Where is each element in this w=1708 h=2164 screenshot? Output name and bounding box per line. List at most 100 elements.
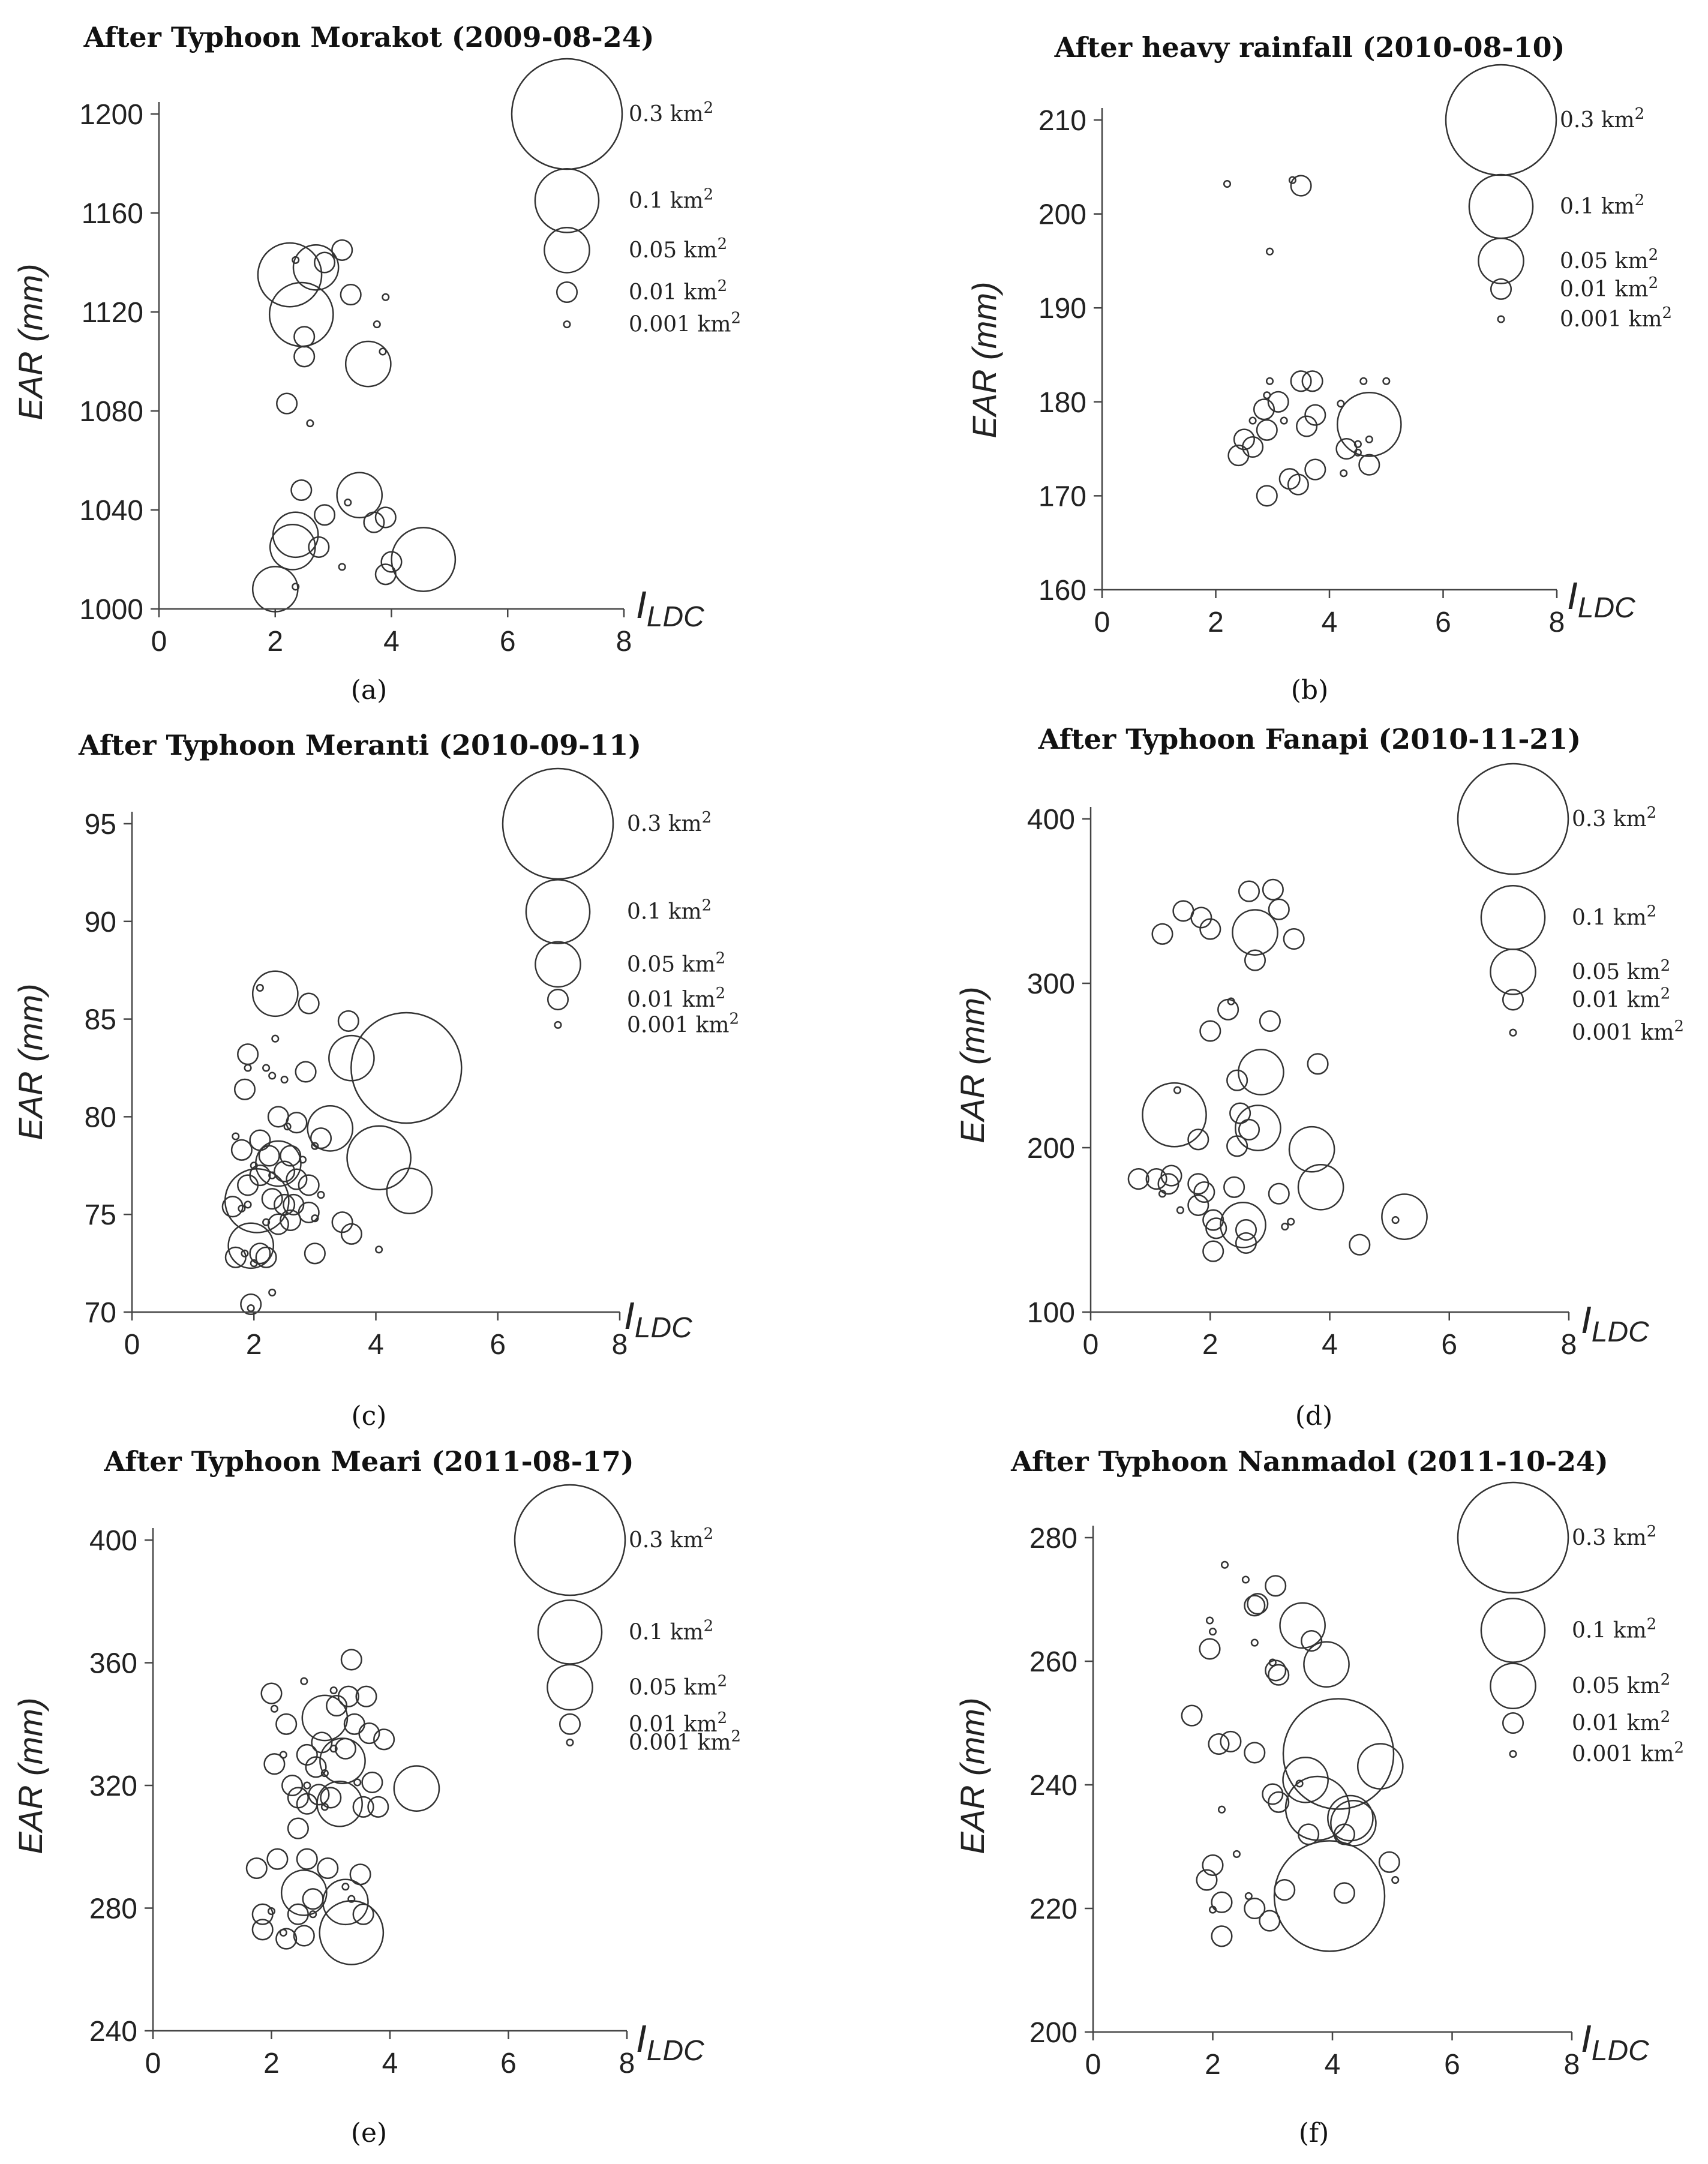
panel-d-y-label: EAR (mm) [953, 986, 991, 1143]
data-point [1208, 1905, 1217, 1914]
legend-label-text: 0.01 km [627, 988, 716, 1012]
data-point [249, 1242, 271, 1265]
data-point [1335, 438, 1358, 460]
legend-marker [566, 1738, 574, 1746]
legend-label-text: 0.05 km [1560, 249, 1649, 274]
legend-marker [1457, 1481, 1569, 1594]
data-point [393, 1765, 440, 1812]
panel-e-axes [152, 1528, 627, 2032]
data-point [375, 1245, 383, 1254]
panel-b-x-label: ILDC [1567, 574, 1635, 624]
data-point [1223, 1176, 1245, 1198]
x-tick-label: 6 [490, 1329, 506, 1361]
data-point [380, 551, 403, 573]
data-point [1259, 1010, 1281, 1033]
data-point [1353, 448, 1362, 457]
data-point [1358, 454, 1380, 476]
legend-label-text: 0.05 km [1572, 960, 1661, 985]
data-point [280, 1075, 289, 1084]
legend-label: 0.05 km2 [1572, 957, 1670, 985]
x-tick-label: 8 [612, 1329, 628, 1361]
data-point [1301, 1629, 1323, 1652]
data-point [295, 1061, 317, 1083]
legend-label-sup: 2 [702, 809, 712, 827]
panel-b-title: After heavy rainfall (2010-08-10) [1054, 31, 1565, 64]
legend-marker [1480, 1598, 1546, 1663]
legend-label-sup: 2 [1674, 1018, 1684, 1036]
legend-label-text: 0.05 km [629, 238, 718, 263]
x-tick-label: 8 [619, 2048, 635, 2079]
data-point [329, 1686, 338, 1695]
panel-c-points [221, 970, 463, 1316]
legend-marker [502, 767, 614, 880]
y-tick-label: 240 [89, 2016, 137, 2048]
legend-label-text: 0.3 km [629, 1528, 704, 1553]
x-tick-label: 2 [267, 626, 283, 658]
legend-label-text: 0.001 km [1572, 1021, 1674, 1045]
data-point [320, 1803, 329, 1811]
data-point [280, 1145, 302, 1167]
panel-e-x-label-main: I [636, 2017, 647, 2060]
data-point [292, 583, 300, 591]
data-point [1220, 1560, 1229, 1569]
y-tick-label: 200 [1029, 2017, 1077, 2049]
data-point [269, 524, 316, 571]
data-point [275, 1713, 298, 1735]
data-point [280, 1209, 302, 1232]
panel-a-x-label-sub: LDC [647, 601, 704, 633]
legend-label-sup: 2 [1635, 105, 1645, 123]
panel-e-x-label: ILDC [636, 2017, 704, 2067]
data-point [320, 1787, 342, 1809]
legend-label-text: 0.1 km [1560, 194, 1635, 219]
legend-marker [559, 1713, 581, 1735]
legend-label-text: 0.01 km [629, 280, 718, 305]
data-point [1247, 1593, 1269, 1615]
data-point [1235, 1104, 1281, 1151]
panel-c-caption: (c) [352, 1401, 387, 1431]
data-point [305, 1756, 327, 1778]
data-point [322, 1878, 369, 1926]
legend-label-text: 0.3 km [629, 102, 704, 127]
data-point [1256, 485, 1278, 507]
legend-marker [556, 281, 578, 304]
data-point [382, 293, 390, 301]
y-tick-label: 200 [1027, 1133, 1075, 1164]
data-point [1181, 1704, 1203, 1727]
legend-label-sup: 2 [1661, 957, 1671, 975]
legend-label-sup: 2 [729, 1010, 739, 1028]
data-point [1268, 898, 1290, 920]
legend-label-sup: 2 [702, 897, 712, 915]
data-point [386, 1167, 433, 1214]
x-tick-label: 0 [124, 1329, 140, 1361]
legend-label-sup: 2 [1647, 1523, 1657, 1541]
panel-f-y-label: EAR (mm) [953, 1697, 991, 1854]
data-point [286, 1112, 308, 1134]
x-tick-label: 4 [1322, 1329, 1338, 1361]
data-point [233, 1078, 256, 1100]
y-tick-label: 100 [1027, 1297, 1075, 1329]
x-tick-label: 4 [383, 626, 400, 658]
y-tick-label: 90 [85, 907, 116, 938]
y-tick-label: 75 [85, 1199, 116, 1231]
data-point [1227, 997, 1235, 1006]
y-tick-label: 200 [1038, 199, 1086, 231]
data-point [1290, 370, 1312, 392]
data-point [1173, 1086, 1182, 1094]
data-point [1157, 1173, 1179, 1195]
legend-label: 0.001 km2 [629, 1727, 741, 1755]
panel-d-x-label-sub: LDC [1592, 1316, 1649, 1348]
data-point [1193, 1181, 1215, 1203]
legend-label: 0.05 km2 [627, 949, 725, 977]
data-point [286, 1168, 308, 1190]
data-point [287, 1787, 309, 1809]
data-point [1382, 377, 1391, 385]
y-tick-label: 180 [1038, 387, 1086, 419]
data-point [287, 1903, 309, 1925]
legend-marker [1509, 1028, 1517, 1037]
legend-marker [1490, 948, 1536, 995]
legend-label: 0.05 km2 [629, 1672, 727, 1700]
data-point [1273, 1840, 1386, 1952]
data-point [1287, 473, 1309, 496]
data-point [319, 1737, 366, 1784]
